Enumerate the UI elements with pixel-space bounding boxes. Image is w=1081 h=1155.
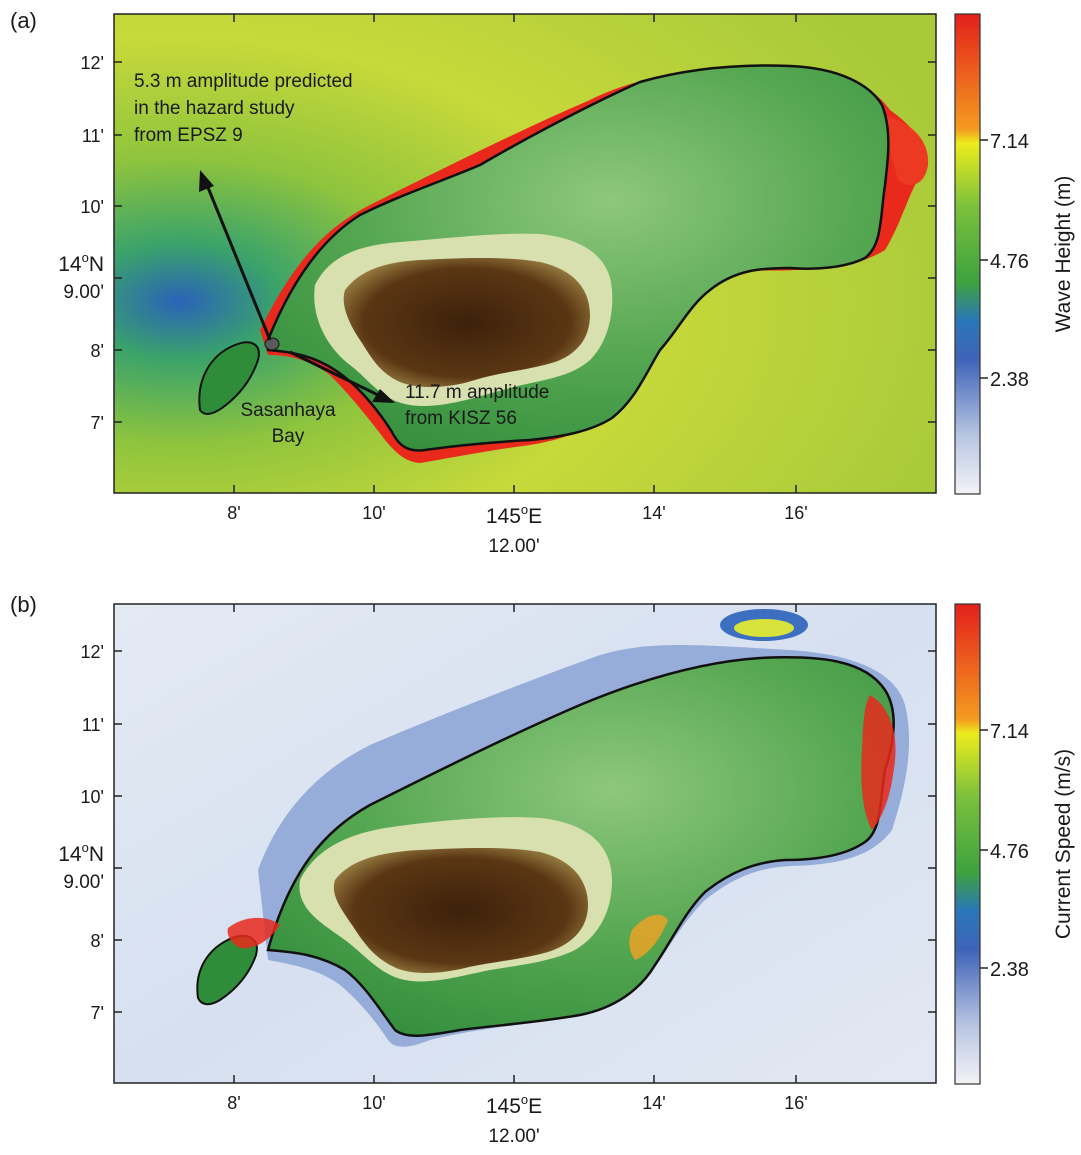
panel-a-inundation-east xyxy=(880,115,929,185)
panel-a-tick-marks xyxy=(114,14,936,493)
panel-a-ytick-8: 8' xyxy=(91,341,104,361)
panel-a-cbar-tick-238: 2.38 xyxy=(990,369,1029,391)
panel-b-letter: (b) xyxy=(10,592,37,617)
panel-b-ytick-7: 7' xyxy=(91,1003,104,1023)
panel-b-ytick-11: 11' xyxy=(82,715,104,735)
panel-b-frame xyxy=(113,603,937,1084)
panel-a-letter: (a) xyxy=(10,8,37,33)
panel-b-north-shoal-core xyxy=(734,619,794,637)
panel-a-frame xyxy=(113,13,937,494)
panel-a-xtick-10: 10' xyxy=(362,503,385,523)
panel-a-ycenter-line1: 14oN xyxy=(58,250,104,276)
panel-a-colorbar-label: Wave Height (m) xyxy=(1052,176,1075,333)
panel-b-xcenter-line1: 145oE xyxy=(486,1092,542,1118)
panel-a-kisz-line1: 11.7 m amplitude xyxy=(405,382,549,403)
panel-a: (a) 5.3 m amplitude predicted in the haz… xyxy=(10,8,1075,557)
panel-a-ytick-12: 12' xyxy=(81,53,104,73)
panel-a-ytick-11: 11' xyxy=(82,126,104,146)
panel-a-bay-marker xyxy=(264,337,280,351)
panel-a-arrow-kisz xyxy=(289,350,381,398)
panel-b-xtick-16: 16' xyxy=(784,1093,807,1113)
panel-b-ytick-12: 12' xyxy=(81,642,104,662)
panel-b-fast-current-south xyxy=(629,914,668,960)
panel-b-islet xyxy=(196,935,258,1006)
panel-a-epsz-line2: in the hazard study xyxy=(134,98,295,119)
panel-b-xtick-14: 14' xyxy=(642,1093,665,1113)
panel-a-arrow-kisz-head xyxy=(372,389,395,403)
panel-b-ytick-8: 8' xyxy=(91,931,104,951)
panel-a-ytick-7: 7' xyxy=(91,413,104,433)
panel-b-ytick-10: 10' xyxy=(81,787,104,807)
panel-a-epsz-line1: 5.3 m amplitude predicted xyxy=(134,71,353,92)
panel-b: (b) xyxy=(10,592,1075,1147)
panel-b-xcenter-line2: 12.00' xyxy=(488,1126,539,1147)
panel-a-cbar-tick-714: 7.14 xyxy=(990,131,1029,153)
panel-a-colorbar xyxy=(954,13,981,495)
panel-a-bay-line2: Bay xyxy=(272,426,305,447)
panel-a-xcenter-line2: 12.00' xyxy=(488,536,539,557)
panel-a-islet xyxy=(198,341,260,415)
panel-a-xcenter-line1: 145oE xyxy=(486,502,542,528)
panel-b-xtick-8: 8' xyxy=(227,1093,240,1113)
panel-b-fast-current-west xyxy=(227,917,280,949)
panel-a-cbar-tick-476: 4.76 xyxy=(990,251,1029,273)
panel-b-ycenter-line1: 14oN xyxy=(58,840,104,866)
panel-a-kisz-line2: from KISZ 56 xyxy=(405,408,517,429)
panel-a-xtick-16: 16' xyxy=(784,503,807,523)
panel-b-ycenter-line2: 9.00' xyxy=(63,872,104,893)
panel-b-map xyxy=(113,603,937,1084)
panel-b-colorbar-label: Current Speed (m/s) xyxy=(1052,749,1075,939)
panel-a-arrow-epsz xyxy=(205,184,272,341)
panel-a-bay-line1: Sasanhaya xyxy=(240,400,336,421)
panel-b-tick-marks xyxy=(114,604,936,1083)
panel-a-map: 5.3 m amplitude predicted in the hazard … xyxy=(113,13,937,494)
panel-a-summit xyxy=(343,258,590,388)
panel-a-ycenter-line2: 9.00' xyxy=(63,282,104,303)
panel-b-cbar-tick-476: 4.76 xyxy=(990,841,1029,863)
panel-a-xtick-14: 14' xyxy=(642,503,665,523)
panel-a-xtick-8: 8' xyxy=(227,503,240,523)
panel-b-xtick-10: 10' xyxy=(362,1093,385,1113)
panel-b-summit xyxy=(333,848,588,973)
panel-b-cbar-tick-238: 2.38 xyxy=(990,959,1029,981)
panel-a-epsz-line3: from EPSZ 9 xyxy=(134,125,243,146)
panel-b-colorbar xyxy=(954,603,981,1085)
panel-b-cbar-tick-714: 7.14 xyxy=(990,721,1029,743)
panel-a-arrow-epsz-head xyxy=(199,170,214,192)
panel-a-ytick-10: 10' xyxy=(81,197,104,217)
panel-b-fast-current-east xyxy=(861,695,896,830)
